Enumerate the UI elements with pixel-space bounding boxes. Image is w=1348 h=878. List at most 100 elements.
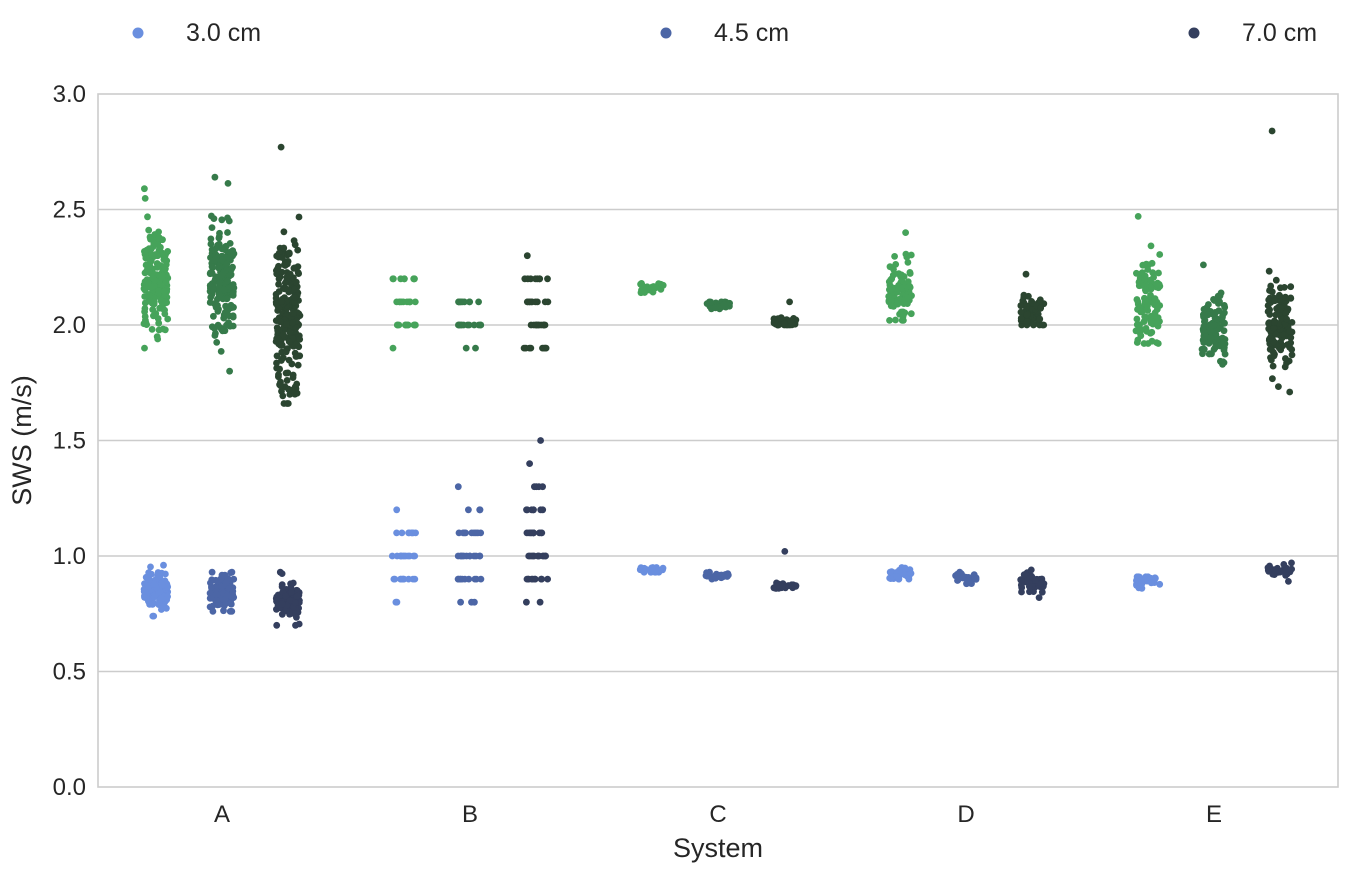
data-point — [403, 298, 411, 306]
data-point — [897, 273, 905, 280]
data-point — [1220, 327, 1228, 335]
data-point — [898, 317, 906, 324]
data-point — [1282, 567, 1290, 575]
data-point — [1202, 322, 1209, 329]
data-point — [1142, 260, 1150, 268]
data-point — [158, 581, 166, 589]
data-point — [778, 583, 786, 591]
data-point — [154, 241, 162, 248]
data-point — [141, 587, 149, 595]
y-tick-label: 1.5 — [53, 428, 86, 455]
x-tick-label: D — [957, 801, 974, 828]
data-point — [1017, 314, 1025, 322]
data-point — [1023, 311, 1031, 319]
data-point — [1221, 303, 1229, 311]
data-point — [1268, 127, 1276, 135]
data-point — [532, 298, 539, 306]
data-point — [1288, 351, 1296, 359]
data-point — [393, 506, 401, 514]
data-point — [410, 275, 418, 283]
plot-border — [97, 93, 1339, 788]
data-point — [528, 552, 536, 560]
data-point — [279, 331, 287, 339]
data-point — [147, 245, 155, 253]
data-point — [964, 577, 972, 584]
data-point — [892, 316, 899, 324]
data-point — [461, 529, 468, 537]
data-point — [162, 278, 170, 286]
data-point — [208, 263, 216, 270]
data-point — [907, 570, 915, 577]
data-point — [212, 597, 220, 604]
data-point — [891, 253, 898, 260]
data-point — [208, 246, 216, 254]
data-point — [1277, 284, 1284, 292]
data-point — [208, 323, 216, 331]
data-point — [294, 269, 302, 276]
data-point — [164, 593, 172, 600]
data-point — [141, 248, 148, 255]
data-point — [280, 244, 288, 252]
data-point — [213, 339, 221, 346]
data-point — [213, 591, 220, 598]
data-point — [890, 266, 897, 273]
data-point — [901, 564, 909, 572]
data-point — [293, 352, 301, 360]
data-point — [275, 280, 282, 288]
data-point — [781, 548, 789, 555]
data-point — [148, 251, 156, 259]
data-point — [1282, 355, 1289, 362]
data-point — [1208, 350, 1215, 358]
data-point — [902, 229, 909, 237]
data-point — [525, 529, 533, 537]
data-point — [141, 594, 148, 601]
y-tick-label: 0.0 — [53, 774, 86, 801]
data-point — [155, 287, 163, 295]
data-point — [294, 246, 302, 254]
data-point — [544, 275, 551, 283]
data-point — [142, 254, 150, 262]
data-point — [153, 260, 161, 267]
data-point — [1142, 286, 1150, 294]
data-point — [894, 300, 902, 308]
data-point — [285, 338, 293, 345]
data-point — [141, 344, 148, 352]
data-point — [1036, 315, 1044, 323]
data-point — [164, 583, 172, 591]
data-point — [471, 598, 478, 606]
data-point — [541, 298, 549, 306]
data-point — [221, 571, 229, 579]
data-point — [1277, 304, 1285, 312]
data-point — [1269, 375, 1276, 383]
data-point — [907, 310, 915, 318]
data-point — [1285, 578, 1292, 585]
data-point — [229, 587, 237, 595]
data-point — [292, 341, 300, 348]
data-point — [1282, 293, 1289, 301]
data-point — [160, 561, 167, 569]
data-point — [211, 256, 219, 264]
data-point — [229, 313, 237, 321]
data-point — [1133, 321, 1141, 328]
data-point — [1133, 315, 1141, 323]
data-point — [650, 283, 657, 290]
data-point — [655, 566, 662, 574]
data-point — [465, 506, 472, 514]
data-point — [720, 301, 728, 308]
data-point — [887, 575, 895, 582]
data-point — [292, 278, 300, 286]
data-point — [278, 298, 285, 305]
y-axis-ticks: 0.0 0.5 1.0 1.5 2.0 2.5 3.0 — [53, 81, 86, 801]
data-point — [522, 344, 530, 352]
data-point — [886, 317, 893, 324]
data-point — [1287, 334, 1295, 341]
data-point — [887, 297, 895, 305]
data-point — [1272, 276, 1280, 284]
data-point — [1207, 333, 1215, 341]
data-point — [210, 312, 217, 320]
data-point — [207, 240, 215, 248]
data-point — [1022, 270, 1030, 278]
data-point — [389, 344, 397, 352]
data-point — [544, 575, 551, 583]
data-point — [1136, 306, 1144, 314]
